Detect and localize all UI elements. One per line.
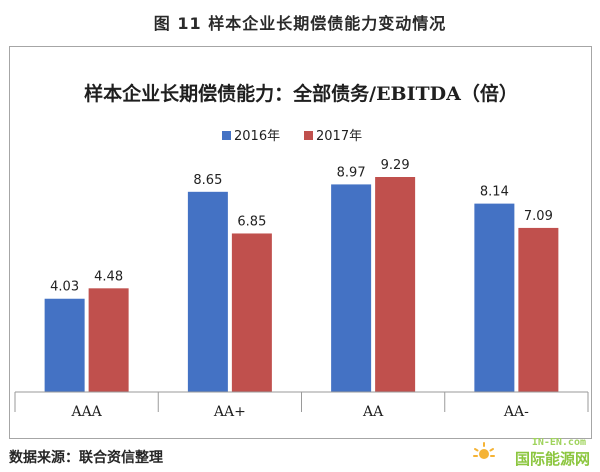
bar-AAA-2016年 (44, 298, 85, 392)
data-label-AA--2016年: 8.14 (480, 185, 509, 200)
x-tick-label-AA+: AA+ (213, 404, 246, 420)
legend-swatch-1 (304, 131, 313, 140)
sun-icon (473, 442, 495, 459)
source-note: 数据来源：联合资信整理 (9, 450, 163, 466)
chart-title: 样本企业长期偿债能力：全部债务/EBITDA（倍） (84, 82, 518, 105)
bar-AA-2017年 (375, 177, 416, 392)
bar-chart: 样本企业长期偿债能力：全部债务/EBITDA（倍） 2016年 2017年 4.0… (14, 82, 589, 420)
legend-swatch-0 (222, 131, 231, 140)
legend: 2016年 2017年 (222, 129, 362, 144)
bars-group (44, 177, 559, 392)
figure-label: 图 11 样本企业长期偿债能力变动情况 (153, 14, 447, 33)
data-label-AAA-2017年: 4.48 (94, 269, 123, 284)
data-labels-group: 4.03 4.48 8.65 6.85 8.97 9.29 8.14 7.09 (50, 158, 553, 295)
data-label-AA+-2017年: 6.85 (237, 214, 266, 229)
chart-frame: 样本企业长期偿债能力：全部债务/EBITDA（倍） 2016年 2017年 4.0… (9, 46, 592, 439)
data-label-AA-2017年: 9.29 (381, 158, 410, 173)
data-label-AA--2017年: 7.09 (524, 209, 553, 224)
watermark-logo: IN-EN.com 国际能源网 (470, 437, 590, 468)
data-label-AA-2016年: 8.97 (337, 165, 366, 180)
x-tick-label-AA: AA (362, 404, 384, 420)
x-axis: AAA AA+ AA AA- (14, 391, 589, 420)
watermark-line1: IN-EN.com (531, 437, 586, 448)
x-tick-label-AA-: AA- (503, 404, 529, 420)
x-tick-label-AAA: AAA (70, 404, 102, 420)
data-label-AA+-2016年: 8.65 (193, 173, 222, 188)
bar-AA--2016年 (474, 203, 515, 392)
bar-AA+-2016年 (187, 191, 228, 392)
legend-label-1: 2017年 (316, 129, 362, 144)
bar-AA+-2017年 (231, 233, 272, 392)
bar-AA-2016年 (331, 184, 372, 392)
legend-label-0: 2016年 (234, 129, 280, 144)
watermark-line2: 国际能源网 (514, 450, 590, 468)
bar-AAA-2017年 (88, 288, 129, 392)
data-label-AAA-2016年: 4.03 (50, 280, 79, 295)
bar-AA--2017年 (518, 227, 559, 392)
